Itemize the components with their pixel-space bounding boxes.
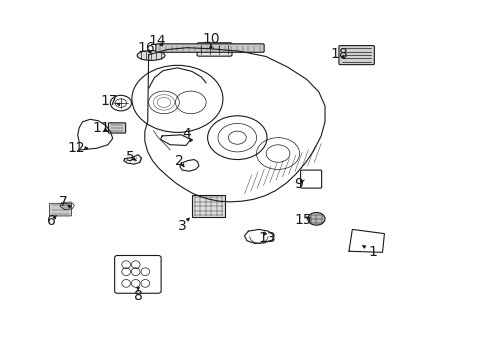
Text: 15: 15 — [294, 212, 311, 226]
FancyBboxPatch shape — [49, 203, 71, 216]
Text: 3: 3 — [178, 219, 186, 233]
FancyBboxPatch shape — [338, 46, 374, 65]
Text: 11: 11 — [93, 121, 110, 135]
Text: 1: 1 — [368, 245, 377, 259]
Text: 16: 16 — [137, 41, 155, 55]
Text: 12: 12 — [67, 140, 84, 154]
Text: 5: 5 — [126, 150, 135, 164]
Text: 17: 17 — [101, 94, 118, 108]
Text: 9: 9 — [293, 176, 302, 190]
Circle shape — [307, 212, 325, 225]
Text: 13: 13 — [258, 231, 276, 245]
Bar — [191, 195, 225, 217]
Text: 10: 10 — [202, 32, 219, 46]
Text: 14: 14 — [148, 33, 166, 48]
Ellipse shape — [137, 50, 164, 60]
Text: 8: 8 — [133, 289, 142, 303]
FancyBboxPatch shape — [156, 44, 264, 52]
FancyBboxPatch shape — [108, 123, 125, 133]
Text: 4: 4 — [182, 127, 191, 141]
Text: 18: 18 — [330, 47, 347, 61]
FancyBboxPatch shape — [197, 43, 232, 56]
Text: 6: 6 — [47, 213, 56, 228]
Text: 2: 2 — [175, 154, 184, 168]
Text: 7: 7 — [59, 195, 68, 209]
